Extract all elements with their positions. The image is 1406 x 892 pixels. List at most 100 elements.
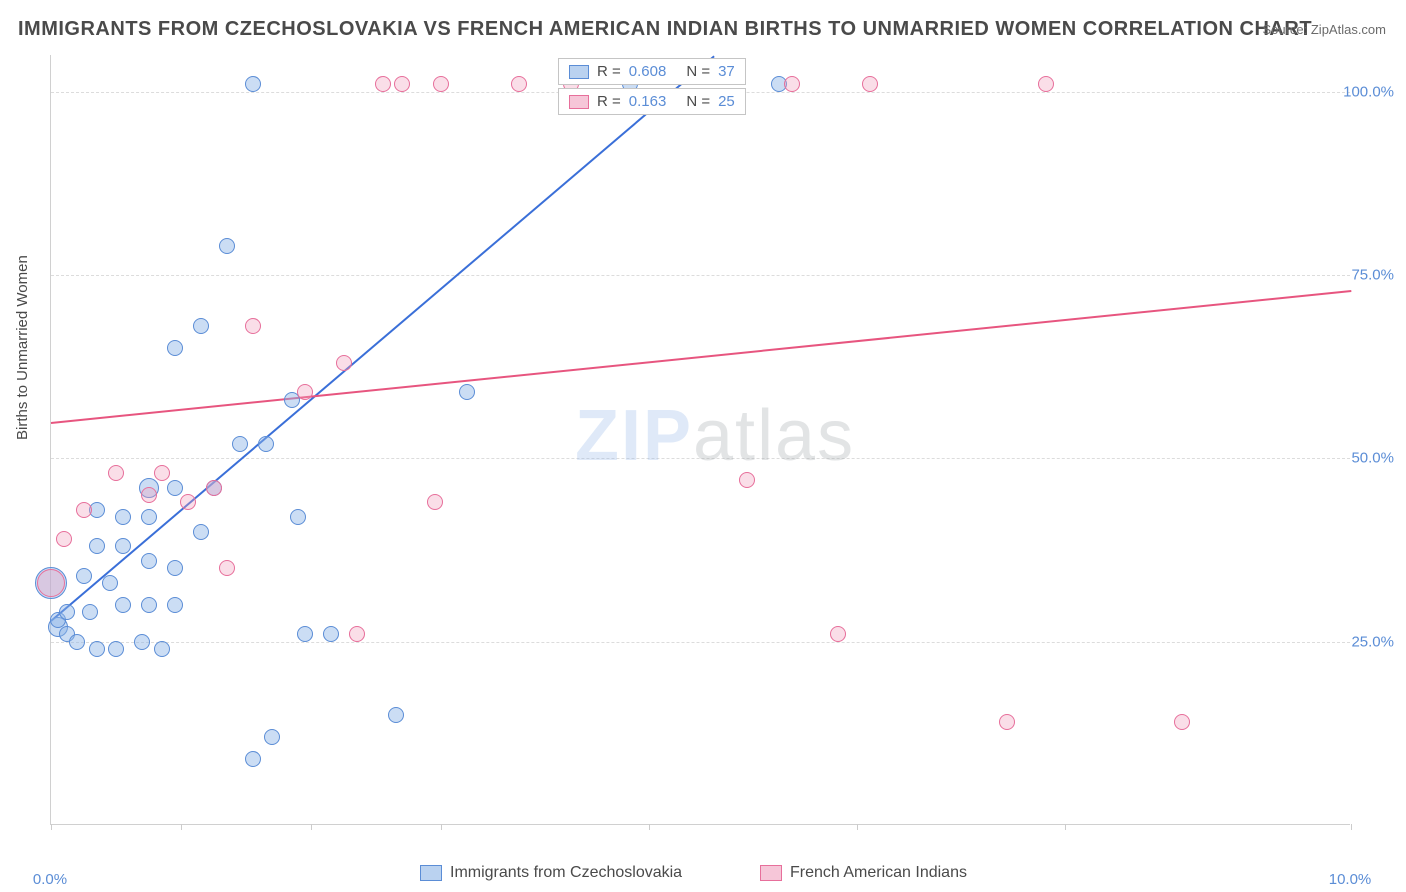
x-tick bbox=[1065, 824, 1066, 830]
scatter-chart bbox=[50, 55, 1350, 825]
data-point-czech bbox=[59, 604, 75, 620]
data-point-czech bbox=[167, 340, 183, 356]
data-point-french bbox=[433, 76, 449, 92]
data-point-french bbox=[999, 714, 1015, 730]
x-tick bbox=[311, 824, 312, 830]
data-point-czech bbox=[141, 553, 157, 569]
data-point-french bbox=[76, 502, 92, 518]
chart-title: IMMIGRANTS FROM CZECHOSLOVAKIA VS FRENCH… bbox=[18, 18, 1312, 41]
data-point-czech bbox=[167, 480, 183, 496]
data-point-czech bbox=[232, 436, 248, 452]
x-tick bbox=[51, 824, 52, 830]
data-point-french bbox=[427, 494, 443, 510]
gridline-horizontal bbox=[51, 642, 1350, 643]
legend-stats-french: R = 0.163 N = 25 bbox=[558, 88, 746, 115]
data-point-czech bbox=[82, 604, 98, 620]
data-point-czech bbox=[76, 568, 92, 584]
y-tick-label: 25.0% bbox=[1351, 633, 1394, 650]
data-point-czech bbox=[323, 626, 339, 642]
data-point-french bbox=[219, 560, 235, 576]
legend-swatch-blue bbox=[569, 65, 589, 79]
data-point-french bbox=[784, 76, 800, 92]
legend-swatch-pink bbox=[760, 865, 782, 881]
data-point-french bbox=[154, 465, 170, 481]
data-point-czech bbox=[102, 575, 118, 591]
gridline-horizontal bbox=[51, 275, 1350, 276]
data-point-french bbox=[1038, 76, 1054, 92]
source-prefix: Source: bbox=[1262, 22, 1310, 37]
legend-n-value: 25 bbox=[718, 93, 735, 110]
trendline-french bbox=[51, 290, 1351, 424]
data-point-czech bbox=[193, 524, 209, 540]
data-point-french bbox=[862, 76, 878, 92]
data-point-czech bbox=[290, 509, 306, 525]
gridline-horizontal bbox=[51, 458, 1350, 459]
data-point-french bbox=[108, 465, 124, 481]
data-point-czech bbox=[258, 436, 274, 452]
source-value: ZipAtlas.com bbox=[1311, 22, 1386, 37]
trendline-czech bbox=[50, 55, 714, 621]
legend-r-label: R = bbox=[597, 93, 621, 110]
x-tick bbox=[857, 824, 858, 830]
data-point-czech bbox=[245, 76, 261, 92]
x-tick bbox=[1351, 824, 1352, 830]
data-point-czech bbox=[141, 597, 157, 613]
x-tick bbox=[649, 824, 650, 830]
legend-series-czech: Immigrants from Czechoslovakia bbox=[420, 864, 682, 882]
y-tick-label: 75.0% bbox=[1351, 267, 1394, 284]
data-point-french bbox=[349, 626, 365, 642]
data-point-czech bbox=[115, 538, 131, 554]
y-tick-label: 50.0% bbox=[1351, 450, 1394, 467]
data-point-french bbox=[245, 318, 261, 334]
data-point-czech bbox=[134, 634, 150, 650]
legend-r-label: R = bbox=[597, 63, 621, 80]
data-point-czech bbox=[167, 560, 183, 576]
legend-stats-czech: R = 0.608 N = 37 bbox=[558, 58, 746, 85]
data-point-czech bbox=[219, 238, 235, 254]
data-point-czech bbox=[141, 509, 157, 525]
data-point-czech bbox=[245, 751, 261, 767]
legend-swatch-blue bbox=[420, 865, 442, 881]
y-axis-label: Births to Unmarried Women bbox=[14, 255, 31, 440]
data-point-french bbox=[206, 480, 222, 496]
data-point-czech bbox=[459, 384, 475, 400]
x-tick-label: 10.0% bbox=[1329, 871, 1372, 888]
data-point-czech bbox=[108, 641, 124, 657]
y-tick-label: 100.0% bbox=[1343, 83, 1394, 100]
data-point-french bbox=[511, 76, 527, 92]
legend-n-value: 37 bbox=[718, 63, 735, 80]
data-point-czech bbox=[89, 641, 105, 657]
legend-series-label: French American Indians bbox=[790, 864, 967, 882]
data-point-french bbox=[394, 76, 410, 92]
x-tick bbox=[441, 824, 442, 830]
data-point-czech bbox=[69, 634, 85, 650]
data-point-czech bbox=[154, 641, 170, 657]
legend-n-label: N = bbox=[686, 93, 710, 110]
legend-r-value: 0.608 bbox=[629, 63, 667, 80]
source-label: Source: ZipAtlas.com bbox=[1262, 22, 1386, 37]
data-point-french bbox=[141, 487, 157, 503]
legend-series-french: French American Indians bbox=[760, 864, 967, 882]
data-point-french bbox=[830, 626, 846, 642]
data-point-czech bbox=[89, 538, 105, 554]
data-point-czech bbox=[115, 597, 131, 613]
data-point-czech bbox=[297, 626, 313, 642]
data-point-french bbox=[739, 472, 755, 488]
data-point-french bbox=[180, 494, 196, 510]
data-point-czech bbox=[193, 318, 209, 334]
x-tick bbox=[181, 824, 182, 830]
data-point-czech bbox=[388, 707, 404, 723]
data-point-czech bbox=[167, 597, 183, 613]
legend-n-label: N = bbox=[686, 63, 710, 80]
x-tick-label: 0.0% bbox=[33, 871, 67, 888]
data-point-french bbox=[37, 569, 65, 597]
legend-series-label: Immigrants from Czechoslovakia bbox=[450, 864, 682, 882]
data-point-czech bbox=[264, 729, 280, 745]
data-point-french bbox=[297, 384, 313, 400]
legend-swatch-pink bbox=[569, 95, 589, 109]
data-point-czech bbox=[115, 509, 131, 525]
data-point-french bbox=[336, 355, 352, 371]
data-point-french bbox=[1174, 714, 1190, 730]
data-point-french bbox=[56, 531, 72, 547]
data-point-french bbox=[375, 76, 391, 92]
